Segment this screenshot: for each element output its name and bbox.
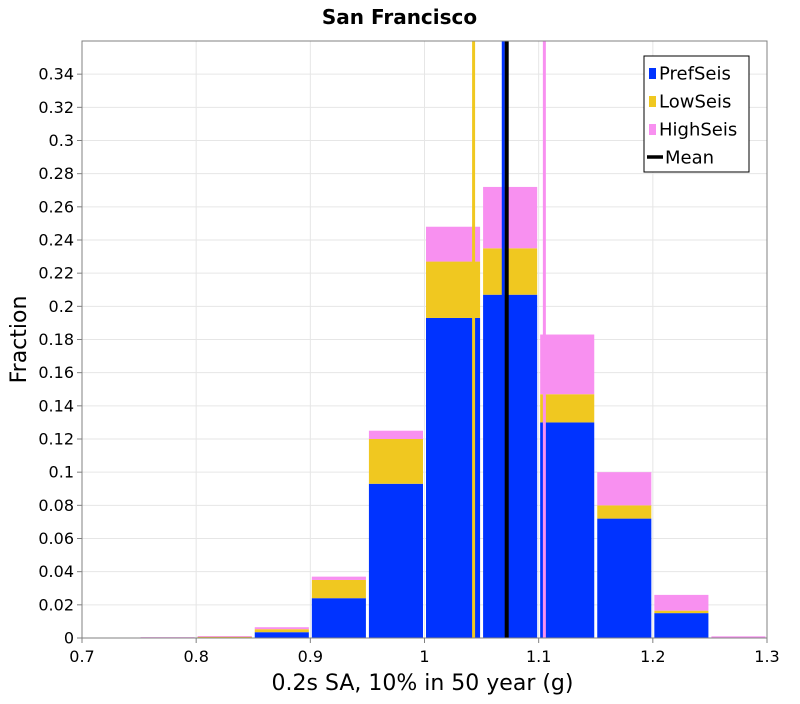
bar-highseis-bin-6 (426, 226, 481, 262)
x-tick-label: 1.2 (640, 647, 665, 666)
bar-highseis-bin-8 (540, 334, 595, 395)
bar-prefseis-bin-6 (426, 317, 481, 638)
x-axis-title: 0.2s SA, 10% in 50 year (g) (272, 671, 574, 696)
y-tick-label: 0.34 (38, 65, 74, 84)
bar-prefseis-bin-3 (254, 632, 309, 638)
y-axis-title: Fraction (7, 296, 32, 384)
bar-highseis-bin-9 (597, 472, 652, 506)
legend-swatch-lowseis (649, 96, 656, 107)
x-tick-label: 0.9 (298, 647, 323, 666)
y-tick-label: 0.22 (38, 264, 74, 283)
x-tick-label: 1 (419, 647, 429, 666)
legend-label-highseis: HighSeis (659, 120, 737, 141)
bar-highseis-bin-2 (197, 636, 252, 637)
y-tick-label: 0.32 (38, 98, 74, 117)
bar-highseis-bin-11 (711, 636, 766, 638)
y-tick-label: 0.28 (38, 164, 74, 183)
y-tick-label: 0 (64, 629, 74, 648)
y-tick-label: 0.3 (49, 131, 74, 150)
y-tick-label: 0.2 (49, 297, 74, 316)
bar-prefseis-bin-4 (311, 598, 366, 638)
y-tick-label: 0.02 (38, 595, 74, 614)
y-tick-label: 0.04 (38, 562, 74, 581)
legend-label-prefseis: PrefSeis (659, 64, 731, 85)
x-tick-label: 0.8 (183, 647, 208, 666)
chart-title: San Francisco (322, 5, 477, 29)
bar-lowseis-bin-9 (597, 505, 652, 519)
bar-lowseis-bin-6 (426, 261, 481, 318)
bar-prefseis-bin-9 (597, 518, 652, 638)
y-tick-label: 0.24 (38, 231, 74, 250)
bar-highseis-bin-5 (368, 430, 423, 439)
bar-lowseis-bin-3 (254, 629, 309, 633)
bar-highseis-bin-7 (483, 186, 538, 249)
y-tick-label: 0.18 (38, 330, 74, 349)
y-tick-label: 0.1 (49, 463, 74, 482)
bar-prefseis-bin-10 (654, 613, 709, 638)
x-tick-label: 1.1 (526, 647, 551, 666)
legend-box (643, 55, 750, 173)
legend-swatch-highseis (649, 124, 656, 135)
bar-prefseis-bin-7 (483, 294, 538, 638)
bar-prefseis-bin-5 (368, 483, 423, 638)
legend-label-mean: Mean (665, 148, 714, 169)
bar-lowseis-bin-4 (311, 579, 366, 599)
bar-highseis-bin-4 (311, 576, 366, 580)
y-tick-label: 0.26 (38, 197, 74, 216)
y-tick-label: 0.16 (38, 363, 74, 382)
bar-lowseis-bin-7 (483, 248, 538, 295)
y-tick-label: 0.06 (38, 529, 74, 548)
legend-label-lowseis: LowSeis (659, 92, 731, 113)
bar-lowseis-bin-8 (540, 394, 595, 423)
legend: PrefSeis LowSeis HighSeis Mean (643, 55, 750, 173)
bar-lowseis-bin-10 (654, 610, 709, 614)
bar-highseis-bin-10 (654, 594, 709, 611)
bar-lowseis-bin-5 (368, 439, 423, 484)
x-tick-label: 1.3 (754, 647, 779, 666)
y-tick-label: 0.08 (38, 496, 74, 515)
x-tick-label: 0.7 (69, 647, 94, 666)
y-tick-label: 0.14 (38, 396, 74, 415)
y-tick-label: 0.12 (38, 430, 74, 449)
bar-prefseis-bin-8 (540, 422, 595, 638)
bar-highseis-bin-3 (254, 627, 309, 630)
bar-lowseis-bin-2 (197, 636, 252, 638)
legend-swatch-prefseis (649, 68, 656, 79)
